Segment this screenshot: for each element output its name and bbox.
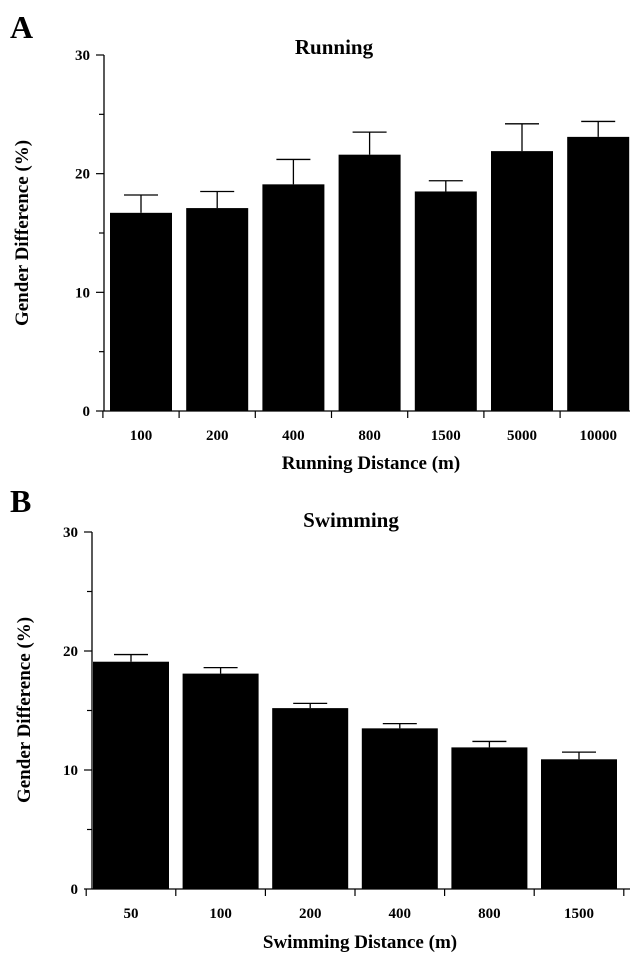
x-tick-label-swimming-50: 50 <box>124 906 139 922</box>
panel-label-b: B <box>10 483 31 519</box>
chart-title-running: Running <box>295 35 374 59</box>
x-tick-label-swimming-100: 100 <box>209 906 232 922</box>
x-axis-label-running: Running Distance (m) <box>282 453 460 474</box>
y-tick-label-running: 20 <box>75 167 90 183</box>
bar-running-400 <box>262 184 325 411</box>
bar-swimming-50 <box>93 661 169 889</box>
bar-swimming-100 <box>182 673 259 889</box>
x-tick-label-running-5000: 5000 <box>507 428 537 444</box>
y-tick-label-swimming: 30 <box>63 525 78 541</box>
x-tick-label-swimming-200: 200 <box>299 906 322 922</box>
x-tick-label-swimming-1500: 1500 <box>564 906 594 922</box>
swimming-chart: B Swimming Swimming Distance (m) Gender … <box>10 483 630 953</box>
bar-swimming-400 <box>361 728 438 889</box>
y-tick-label-swimming: 0 <box>71 882 79 898</box>
y-tick-label-swimming: 10 <box>63 763 78 779</box>
y-tick-label-swimming: 20 <box>63 644 78 660</box>
bar-swimming-1500 <box>541 759 617 889</box>
x-tick-label-running-400: 400 <box>282 428 305 444</box>
y-tick-label-running: 30 <box>75 48 90 64</box>
x-tick-label-running-200: 200 <box>206 428 229 444</box>
running-chart: A Running Running Distance (m) Gender Di… <box>10 9 630 474</box>
bar-running-100 <box>110 212 172 411</box>
bar-swimming-800 <box>451 747 528 889</box>
x-tick-label-running-1500: 1500 <box>431 428 461 444</box>
bar-running-200 <box>186 208 249 411</box>
chart-title-swimming: Swimming <box>303 508 399 532</box>
bar-running-10000 <box>567 136 630 411</box>
x-tick-label-running-100: 100 <box>130 428 153 444</box>
panel-label-a: A <box>10 9 33 45</box>
x-tick-label-swimming-800: 800 <box>478 906 501 922</box>
bar-swimming-200 <box>272 708 349 889</box>
x-tick-label-running-10000: 10000 <box>579 428 617 444</box>
bar-running-1500 <box>414 191 477 411</box>
y-tick-label-running: 10 <box>75 285 90 301</box>
x-tick-label-running-800: 800 <box>358 428 381 444</box>
y-tick-label-running: 0 <box>83 404 91 420</box>
x-tick-label-swimming-400: 400 <box>389 906 412 922</box>
y-axis-label-swimming: Gender Difference (%) <box>14 617 35 803</box>
bar-running-5000 <box>491 151 553 411</box>
bar-running-800 <box>338 154 401 411</box>
y-axis-label-running: Gender Difference (%) <box>12 140 33 326</box>
x-axis-label-swimming: Swimming Distance (m) <box>263 932 457 953</box>
